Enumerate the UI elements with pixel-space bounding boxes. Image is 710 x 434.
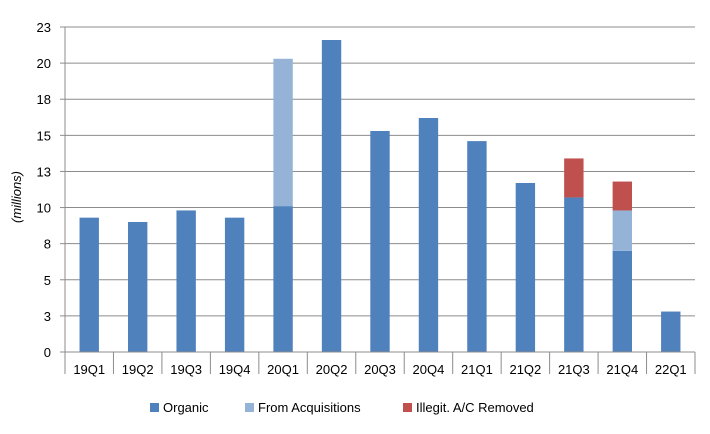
y-tick-label: 0 <box>44 345 51 360</box>
x-tick-label: 20Q2 <box>316 362 348 377</box>
y-tick-label: 23 <box>37 20 51 35</box>
y-tick-label: 13 <box>37 164 51 179</box>
axes <box>60 26 696 374</box>
y-tick-label: 3 <box>44 309 51 324</box>
x-tick-label: 19Q4 <box>219 362 251 377</box>
bar-segment <box>564 197 584 352</box>
bar-segment <box>224 217 245 352</box>
y-tick-label: 20 <box>37 56 51 71</box>
x-tick-label: 19Q2 <box>122 362 154 377</box>
legend: Organic From Acquisitions Illegit. A/C Rem… <box>150 400 534 415</box>
y-tick-label: 8 <box>44 237 51 252</box>
x-tick-label: 20Q4 <box>413 362 445 377</box>
legend-swatch <box>150 403 159 412</box>
bar-segment <box>273 58 293 207</box>
bars <box>79 40 681 352</box>
y-tick-label: 15 <box>37 128 51 143</box>
bar-segment <box>273 206 293 352</box>
y-tick-label: 5 <box>44 273 51 288</box>
legend-swatch <box>403 403 412 412</box>
y-axis-label: (millions) <box>9 171 24 223</box>
bar-segment <box>612 181 632 211</box>
bar-segment <box>321 40 342 352</box>
bar-segment <box>612 250 632 352</box>
bar-segment <box>128 222 148 352</box>
x-tick-label: 21Q2 <box>509 362 541 377</box>
bar-segment <box>515 183 536 352</box>
y-tick-label: 18 <box>37 92 51 107</box>
bar-segment <box>79 217 99 352</box>
x-tick-label: 19Q1 <box>73 362 105 377</box>
x-tick-label: 21Q3 <box>558 362 590 377</box>
legend-label: Organic <box>163 400 209 415</box>
bar-segment <box>467 141 487 352</box>
x-tick-label: 19Q3 <box>170 362 202 377</box>
bar-segment <box>176 210 196 352</box>
x-tick-label: 20Q1 <box>267 362 299 377</box>
x-tick-label: 22Q1 <box>655 362 687 377</box>
x-tick-label: 21Q1 <box>461 362 493 377</box>
x-tick-label: 21Q4 <box>606 362 638 377</box>
tick-labels: 0 3 5 8 10 13 15 18 20 23 19Q1 19Q2 19Q3 19Q4 20Q1 20Q2… <box>37 20 687 377</box>
y-tick-label: 10 <box>37 201 51 216</box>
bar-segment <box>612 210 632 251</box>
bar-segment <box>370 131 390 352</box>
bar-segment <box>661 311 681 352</box>
legend-label: Illegit. A/C Removed <box>416 400 534 415</box>
legend-label: From Acquisitions <box>258 400 361 415</box>
bar-segment <box>564 158 584 198</box>
bar-segment <box>418 118 439 352</box>
legend-swatch <box>245 403 254 412</box>
x-tick-label: 20Q3 <box>364 362 396 377</box>
